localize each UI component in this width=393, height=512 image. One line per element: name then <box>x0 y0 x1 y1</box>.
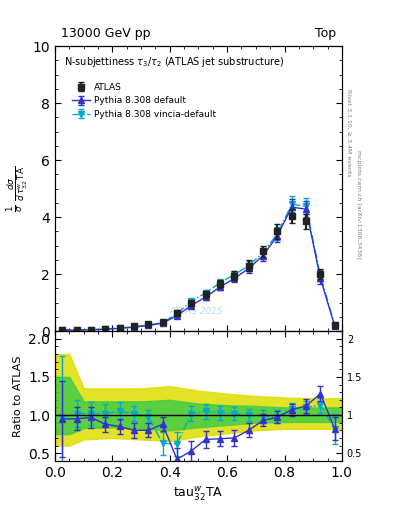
Y-axis label: Ratio to ATLAS: Ratio to ATLAS <box>13 355 23 437</box>
Text: N-subjettiness $\tau_3/\tau_2$ (ATLAS jet substructure): N-subjettiness $\tau_3/\tau_2$ (ATLAS je… <box>64 55 284 69</box>
Text: Top: Top <box>315 27 336 40</box>
Text: Rivet 3.1.10, ≥ 3.4M events: Rivet 3.1.10, ≥ 3.4M events <box>347 89 352 177</box>
Text: ATLAS 2015: ATLAS 2015 <box>170 307 224 316</box>
Text: mcplots.cern.ch [arXiv:1306.3436]: mcplots.cern.ch [arXiv:1306.3436] <box>356 151 361 259</box>
Text: 13000 GeV pp: 13000 GeV pp <box>61 27 150 40</box>
Legend: ATLAS, Pythia 8.308 default, Pythia 8.308 vincia-default: ATLAS, Pythia 8.308 default, Pythia 8.30… <box>68 79 220 122</box>
X-axis label: $\mathrm{tau}_{32}^{w}\mathrm{TA}$: $\mathrm{tau}_{32}^{w}\mathrm{TA}$ <box>173 485 224 503</box>
Y-axis label: $\frac{1}{\sigma}$ $\frac{d\sigma}{d\,\tau_{32}^{w}\,\mathrm{TA}}$: $\frac{1}{\sigma}$ $\frac{d\sigma}{d\,\t… <box>6 165 30 211</box>
